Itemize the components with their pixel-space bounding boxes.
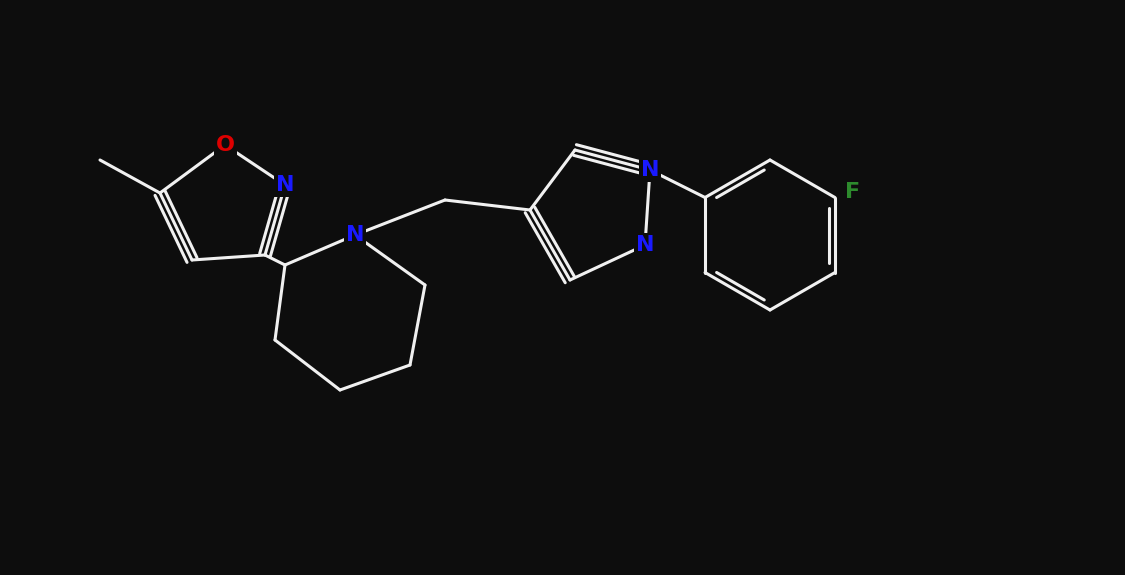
Text: N: N xyxy=(345,225,364,245)
Text: O: O xyxy=(216,135,234,155)
Text: N: N xyxy=(276,175,295,195)
Text: F: F xyxy=(845,182,861,202)
Text: N: N xyxy=(636,235,655,255)
Text: N: N xyxy=(641,160,659,180)
